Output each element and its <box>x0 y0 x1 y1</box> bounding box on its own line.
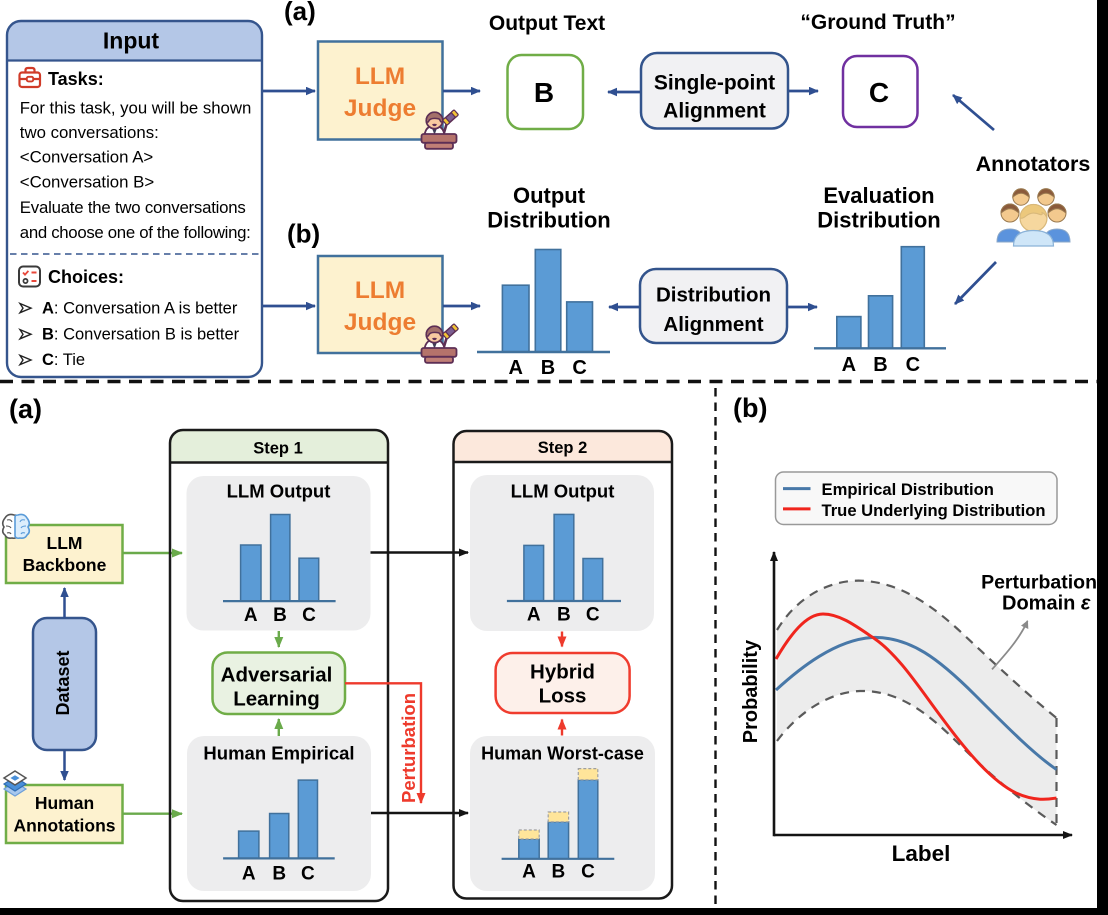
svg-text:Dataset: Dataset <box>53 650 73 715</box>
svg-text:B: Conversation B is better: B: Conversation B is better <box>42 325 240 343</box>
svg-text:Human Empirical: Human Empirical <box>203 743 354 764</box>
svg-text:two conversations:: two conversations: <box>20 123 159 142</box>
svg-text:C: C <box>906 354 920 376</box>
svg-text:Distribution: Distribution <box>817 208 940 233</box>
svg-text:(a): (a) <box>284 0 316 26</box>
svg-text:Probability: Probability <box>740 639 762 743</box>
svg-text:Evaluation: Evaluation <box>823 183 934 208</box>
svg-text:Label: Label <box>892 841 951 866</box>
svg-text:Distribution: Distribution <box>487 208 610 233</box>
svg-text:“Ground Truth”: “Ground Truth” <box>800 11 955 34</box>
svg-text:B: B <box>273 605 287 626</box>
svg-text:A: A <box>242 864 256 885</box>
svg-text:Human: Human <box>35 793 94 813</box>
svg-text:(b): (b) <box>287 219 320 249</box>
svg-text:and choose one of the followin: and choose one of the following: <box>20 223 251 242</box>
svg-text:A: A <box>527 605 541 626</box>
svg-text:A: A <box>842 354 856 376</box>
svg-text:Backbone: Backbone <box>23 555 107 575</box>
svg-text:Output: Output <box>513 183 586 208</box>
svg-text:A: A <box>508 357 522 379</box>
svg-text:True Underlying Distribution: True Underlying Distribution <box>822 501 1046 520</box>
svg-text:Adversarial: Adversarial <box>221 664 333 687</box>
svg-text:Alignment: Alignment <box>663 100 766 123</box>
svg-text:Domain ε: Domain ε <box>1002 593 1091 615</box>
svg-text:(b): (b) <box>733 393 767 423</box>
svg-text:Distribution: Distribution <box>656 284 771 307</box>
svg-text:C: C <box>869 77 889 108</box>
svg-text:LLM: LLM <box>355 63 405 90</box>
svg-text:B: B <box>557 605 571 626</box>
svg-text:Perturbation: Perturbation <box>398 693 419 803</box>
svg-text:Choices:: Choices: <box>48 267 124 287</box>
svg-text:Single-point: Single-point <box>654 72 775 95</box>
svg-text:<Conversation A>: <Conversation A> <box>20 148 153 167</box>
svg-text:A: A <box>244 605 258 626</box>
svg-text:A: A <box>522 862 536 883</box>
svg-text:Annotators: Annotators <box>976 152 1091 176</box>
svg-text:C: C <box>301 864 315 885</box>
svg-text:Learning: Learning <box>233 688 320 711</box>
svg-text:Judge: Judge <box>344 309 416 336</box>
svg-text:Step 1: Step 1 <box>253 440 303 458</box>
svg-text:LLM: LLM <box>47 533 83 553</box>
svg-text:Perturbation: Perturbation <box>981 572 1097 594</box>
svg-text:Empirical Distribution: Empirical Distribution <box>822 480 994 499</box>
svg-text:Hybrid: Hybrid <box>530 661 595 684</box>
svg-text:C: C <box>581 862 595 883</box>
svg-text:C: Tie: C: Tie <box>42 351 85 369</box>
svg-text:LLM Output: LLM Output <box>511 481 615 502</box>
svg-text:B: B <box>541 357 555 379</box>
svg-text:C: C <box>302 605 316 626</box>
svg-text:LLM: LLM <box>355 277 405 304</box>
svg-text:Annotations: Annotations <box>13 816 115 836</box>
svg-text:Loss: Loss <box>539 685 587 708</box>
svg-text:C: C <box>586 605 600 626</box>
svg-text:Input: Input <box>103 28 160 54</box>
svg-text:For this task, you will be sho: For this task, you will be shown <box>20 99 252 118</box>
svg-text:(a): (a) <box>9 394 42 424</box>
svg-text:<Conversation B>: <Conversation B> <box>20 173 154 192</box>
svg-text:B: B <box>873 354 887 376</box>
svg-text:B: B <box>272 864 286 885</box>
svg-text:B: B <box>534 77 554 108</box>
svg-text:Output Text: Output Text <box>489 12 605 35</box>
svg-text:Human Worst-case: Human Worst-case <box>481 744 644 764</box>
svg-text:Evaluate the two conversations: Evaluate the two conversations <box>20 198 246 217</box>
svg-text:LLM Output: LLM Output <box>227 481 331 502</box>
svg-text:Step 2: Step 2 <box>538 439 588 457</box>
svg-text:Tasks:: Tasks: <box>48 69 104 89</box>
svg-text:B: B <box>552 862 566 883</box>
svg-text:Alignment: Alignment <box>663 313 763 336</box>
svg-text:C: C <box>572 357 586 379</box>
svg-text:Judge: Judge <box>344 95 416 122</box>
svg-text:A: Conversation A is better: A: Conversation A is better <box>42 299 238 317</box>
